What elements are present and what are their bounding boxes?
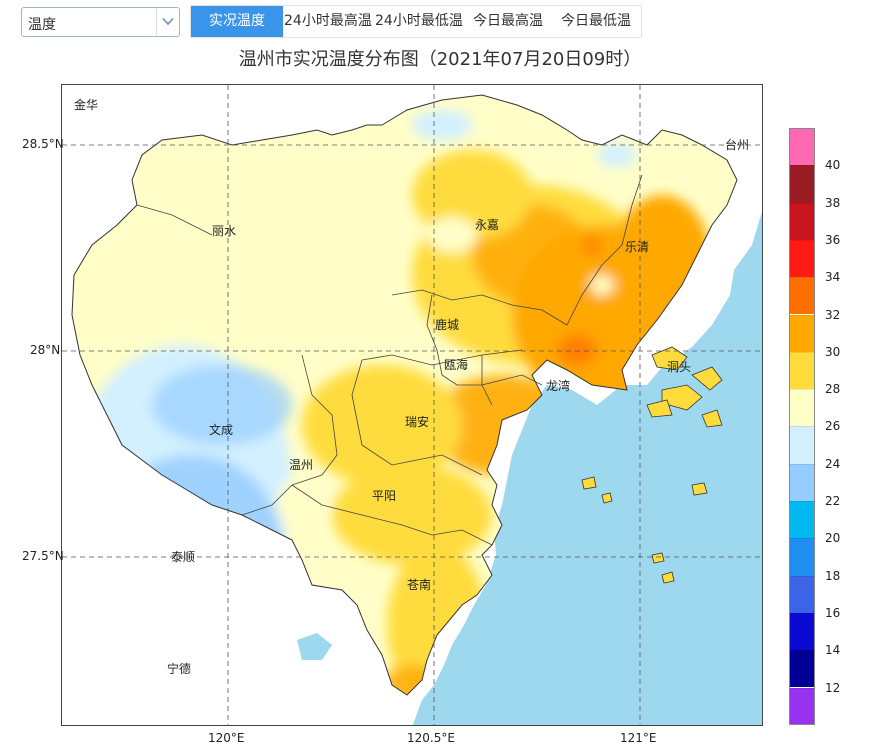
legend-swatch — [789, 463, 815, 501]
product-tabs: 实况温度 24小时最高温 24小时最低温 今日最高温 今日最低温 — [190, 5, 642, 38]
legend-swatch — [789, 426, 815, 464]
lat-label-28: 28°N — [30, 343, 61, 357]
legend-swatch — [789, 501, 815, 539]
legend-label: 16 — [825, 605, 841, 620]
tab-24h-max-temperature[interactable]: 24小时最高温 — [284, 13, 372, 29]
graticule — [62, 85, 762, 725]
legend-swatch — [789, 314, 815, 352]
lon-label-120-5: 120.5°E — [407, 731, 455, 745]
legend-swatch — [789, 165, 815, 203]
legend-label: 24 — [825, 456, 841, 471]
legend-label: 22 — [825, 494, 841, 508]
legend-label: 30 — [825, 344, 841, 359]
legend-label: 12 — [825, 680, 841, 695]
legend-label: 20 — [825, 531, 841, 546]
label-jinhua: 金华 — [74, 97, 98, 112]
legend-label: 14 — [825, 643, 841, 658]
label-cangnan: 苍南 — [407, 577, 431, 592]
islands — [581, 346, 723, 584]
element-select-value: 温度 — [28, 17, 56, 33]
county-boundaries — [136, 174, 643, 546]
lon-label-120: 120°E — [208, 731, 245, 745]
legend-swatch — [789, 202, 815, 240]
tab-today-max-temperature[interactable]: 今日最高温 — [473, 13, 543, 29]
legend-label: 34 — [825, 270, 841, 285]
legend-swatch — [789, 575, 815, 613]
legend-label: 40 — [825, 158, 841, 173]
map-title: 温州市实况温度分布图（2021年07月20日09时） — [238, 49, 642, 70]
label-pingyang: 平阳 — [372, 489, 396, 503]
tab-today-min-temperature[interactable]: 今日最低温 — [561, 13, 631, 29]
label-lishui: 丽水 — [212, 224, 236, 238]
legend-label: 38 — [825, 195, 841, 210]
legend-label: 18 — [825, 568, 841, 583]
label-taishun: 泰顺 — [171, 550, 195, 564]
legend-swatch — [789, 650, 815, 688]
label-taizhou: 台州 — [725, 137, 749, 152]
label-ningde: 宁德 — [167, 661, 191, 676]
legend-swatch — [789, 687, 815, 725]
legend-label: 28 — [825, 382, 841, 397]
label-longwan: 龙湾 — [546, 378, 570, 393]
label-lucheng: 鹿城 — [435, 317, 459, 332]
label-dongtou: 洞头 — [667, 360, 691, 374]
map-graphic: 金华 台州 丽水 宁德 永嘉 乐清 鹿城 瓯海 龙湾 洞头 瑞安 文成 温州 平… — [62, 85, 762, 725]
temperature-map[interactable]: 金华 台州 丽水 宁德 永嘉 乐清 鹿城 瓯海 龙湾 洞头 瑞安 文成 温州 平… — [61, 84, 763, 726]
label-ouhai: 瓯海 — [444, 357, 468, 372]
legend-label: 32 — [825, 307, 841, 322]
legend-swatch — [789, 612, 815, 651]
label-wencheng: 文成 — [209, 422, 233, 437]
legend-swatch — [789, 277, 815, 315]
legend-swatch — [789, 538, 815, 576]
label-yueqing: 乐清 — [625, 240, 649, 254]
lat-label-27-5: 27.5°N — [22, 549, 64, 563]
sea-area — [412, 211, 762, 725]
element-select[interactable]: 温度 — [21, 7, 180, 37]
legend-label: 36 — [825, 232, 841, 247]
lat-label-28-5: 28.5°N — [22, 137, 64, 151]
legend-swatch — [789, 351, 815, 390]
label-ruian: 瑞安 — [405, 414, 429, 429]
tab-24h-min-temperature[interactable]: 24小时最低温 — [375, 13, 463, 29]
tab-live-temperature[interactable]: 实况温度 — [191, 6, 283, 37]
legend-label: 26 — [825, 419, 841, 434]
label-yongjia: 永嘉 — [475, 218, 499, 232]
chevron-down-icon[interactable] — [156, 8, 179, 36]
lon-label-121: 121°E — [620, 731, 657, 745]
legend-swatch — [789, 389, 815, 427]
legend-swatch — [789, 239, 815, 278]
wenzhou-boundary — [71, 94, 738, 696]
label-wenzhou: 温州 — [289, 458, 313, 472]
